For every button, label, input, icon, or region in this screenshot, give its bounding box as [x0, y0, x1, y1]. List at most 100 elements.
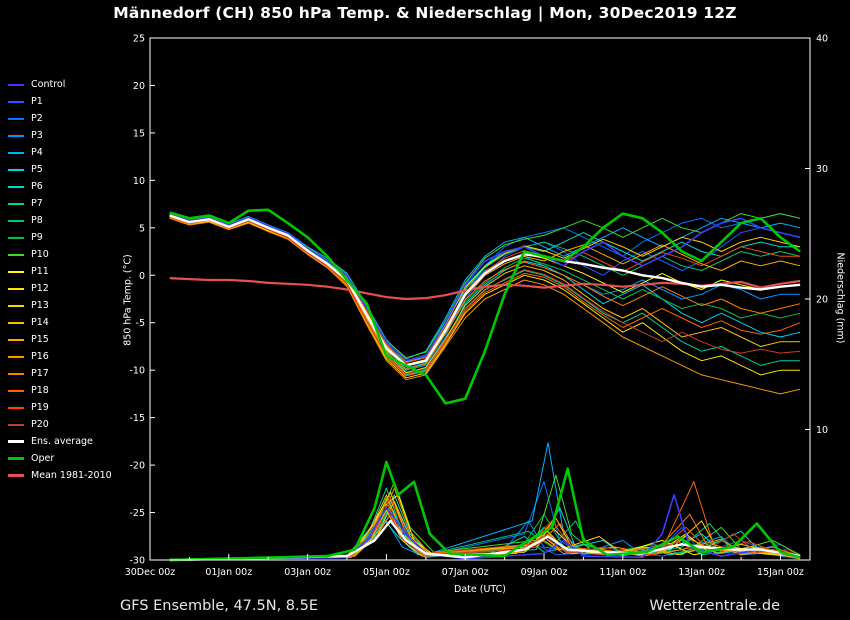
legend-swatch-p13: [8, 304, 24, 307]
legend-item-p13: P13: [8, 297, 112, 314]
right-tick-label: 40: [816, 34, 828, 45]
legend-label-p16: P16: [31, 351, 49, 362]
legend-label-p2: P2: [31, 113, 43, 124]
x-tick-label: 15Jan 00z: [757, 567, 804, 578]
precip-line-ens-average: [169, 519, 801, 562]
legend-swatch-p2: [8, 117, 24, 120]
legend-item-p3: P3: [8, 127, 112, 144]
legend-swatch-p8: [8, 219, 24, 222]
temp-line-control: [169, 212, 801, 362]
legend-swatch-p1: [8, 100, 24, 103]
legend-swatch-p14: [8, 321, 24, 324]
legend-item-mean-1981-2010: Mean 1981-2010: [8, 467, 112, 484]
legend-swatch-p7: [8, 202, 24, 205]
left-tick-label: -20: [129, 461, 145, 472]
legend-item-p1: P1: [8, 93, 112, 110]
x-axis-label: Date (UTC): [454, 584, 506, 595]
legend-label-p10: P10: [31, 249, 49, 260]
precip-line-p8: [169, 504, 801, 561]
chart-title: Männedorf (CH) 850 hPa Temp. & Niedersch…: [113, 4, 737, 22]
legend-swatch-p5: [8, 168, 24, 171]
legend-item-p9: P9: [8, 229, 112, 246]
x-tick-label: 05Jan 00z: [363, 567, 410, 578]
legend-item-p5: P5: [8, 161, 112, 178]
legend-swatch-p11: [8, 270, 24, 273]
left-tick-label: 25: [133, 34, 145, 45]
y-axis-label-left: 850 hPa Temp. (°C): [122, 254, 134, 346]
left-tick-label: 5: [139, 223, 145, 234]
legend-swatch-control: [8, 83, 24, 86]
left-tick-label: 15: [133, 128, 145, 139]
left-tick-label: -30: [129, 556, 145, 567]
legend-item-p19: P19: [8, 399, 112, 416]
x-tick-label: 07Jan 00z: [442, 567, 489, 578]
legend-item-p7: P7: [8, 195, 112, 212]
temp-line-p20: [169, 215, 801, 375]
legend-item-p6: P6: [8, 178, 112, 195]
legend-label-mean-1981-2010: Mean 1981-2010: [31, 470, 112, 481]
legend-item-p8: P8: [8, 212, 112, 229]
legend-label-p3: P3: [31, 130, 43, 141]
legend-swatch-mean-1981-2010: [8, 474, 24, 477]
legend: Control P1 P2 P3 P4 P5 P6 P7 P8 P9 P10 P11 P12 P13 P14…: [8, 76, 112, 484]
legend-item-p12: P12: [8, 280, 112, 297]
x-tick-label: 09Jan 00z: [521, 567, 568, 578]
footer-model-info: GFS Ensemble, 47.5N, 8.5E: [120, 598, 319, 614]
temp-line-ens-average: [169, 214, 801, 367]
left-tick-label: -15: [129, 413, 145, 424]
legend-label-p20: P20: [31, 419, 49, 430]
legend-swatch-p3: [8, 134, 24, 137]
legend-label-p7: P7: [31, 198, 43, 209]
legend-item-ens-average: Ens. average: [8, 433, 112, 450]
legend-label-control: Control: [31, 79, 66, 90]
x-tick-label: 03Jan 00z: [284, 567, 331, 578]
legend-swatch-p9: [8, 236, 24, 239]
legend-label-p17: P17: [31, 368, 49, 379]
x-tick-label: 01Jan 00z: [205, 567, 252, 578]
legend-label-oper: Oper: [31, 453, 55, 464]
left-tick-label: 10: [133, 176, 145, 187]
left-tick-label: -10: [129, 366, 145, 377]
legend-swatch-p15: [8, 338, 24, 341]
temp-line-p12: [169, 216, 801, 379]
legend-swatch-p10: [8, 253, 24, 256]
legend-label-p18: P18: [31, 385, 49, 396]
temp-line-oper: [169, 208, 801, 405]
legend-label-p13: P13: [31, 300, 49, 311]
legend-swatch-p20: [8, 423, 24, 426]
legend-item-p18: P18: [8, 382, 112, 399]
footer-site-name: Wetterzentrale.de: [649, 598, 780, 614]
x-tick-label: 13Jan 00z: [678, 567, 725, 578]
temp-line-p19: [169, 214, 801, 364]
legend-label-p14: P14: [31, 317, 49, 328]
legend-item-p14: P14: [8, 314, 112, 331]
temp-line-p16: [169, 217, 801, 395]
left-tick-label: 20: [133, 81, 145, 92]
legend-swatch-p17: [8, 372, 24, 375]
y-axis-label-right: Niederschlag (mm): [834, 252, 846, 344]
legend-label-p1: P1: [31, 96, 43, 107]
legend-swatch-oper: [8, 457, 24, 460]
legend-item-p11: P11: [8, 263, 112, 280]
legend-label-p8: P8: [31, 215, 43, 226]
legend-swatch-p4: [8, 151, 24, 154]
legend-item-p2: P2: [8, 110, 112, 127]
x-tick-label: 30Dec 00z: [125, 567, 176, 578]
legend-item-p10: P10: [8, 246, 112, 263]
legend-label-p15: P15: [31, 334, 49, 345]
legend-item-p15: P15: [8, 331, 112, 348]
legend-item-p16: P16: [8, 348, 112, 365]
legend-label-p9: P9: [31, 232, 43, 243]
legend-swatch-p12: [8, 287, 24, 290]
legend-label-p4: P4: [31, 147, 43, 158]
legend-item-control: Control: [8, 76, 112, 93]
temp-line-p9: [169, 215, 801, 371]
right-tick-label: 30: [816, 164, 828, 175]
legend-swatch-p16: [8, 355, 24, 358]
left-tick-label: -5: [136, 318, 145, 329]
legend-label-p19: P19: [31, 402, 49, 413]
legend-label-p6: P6: [31, 181, 43, 192]
legend-swatch-ens-average: [8, 440, 24, 443]
